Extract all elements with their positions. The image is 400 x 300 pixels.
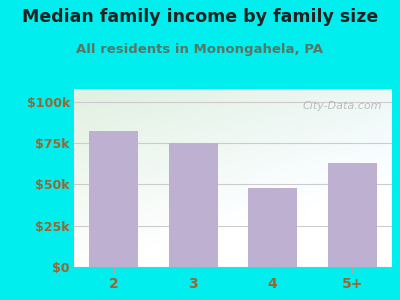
Bar <box>169 143 218 267</box>
Bar <box>89 131 138 267</box>
Text: All residents in Monongahela, PA: All residents in Monongahela, PA <box>76 44 324 56</box>
Bar <box>248 188 297 267</box>
Text: City-Data.com: City-Data.com <box>303 101 382 111</box>
Bar <box>328 163 377 267</box>
Text: Median family income by family size: Median family income by family size <box>22 8 378 26</box>
